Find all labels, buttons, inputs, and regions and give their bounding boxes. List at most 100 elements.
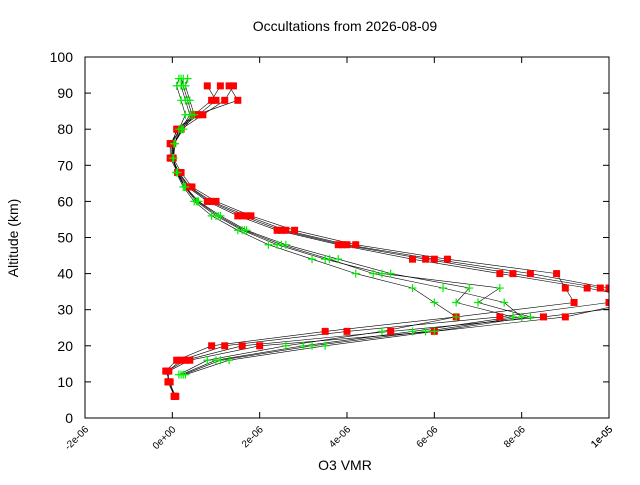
series-0-profile-1-point-10 (409, 255, 416, 263)
series-1-profile-3-point-4 (517, 312, 526, 321)
series-1-profile-0-point-6 (465, 284, 474, 293)
series-0-profile-3-point-22 (225, 82, 233, 90)
series-0-profile-1-point-22 (229, 82, 237, 90)
series-1-profile-3-point-11 (214, 211, 223, 220)
series-1-profile-0-point-7 (386, 269, 395, 278)
series-0-profile-2-point-14 (212, 197, 220, 205)
series-0-profile-0-point-5 (343, 327, 351, 335)
series-1-profile-1-point-5 (474, 298, 482, 307)
series-0-profile-0-point-22 (216, 82, 224, 90)
series-1-profile-3-point-10 (240, 226, 249, 235)
series-0-profile-2-point-21 (212, 96, 220, 104)
y-axis-label: Altitude (km) (5, 199, 21, 278)
series-1-profile-3-point-2 (308, 341, 317, 350)
series-0-profile-3-line (167, 85, 609, 397)
series-0-profile-0-point-7 (605, 298, 609, 306)
series-1-profile-1-point-2 (321, 341, 330, 350)
series-0-profile-1-point-3 (181, 356, 189, 364)
x-axis-label: O3 VMR (318, 457, 372, 473)
series-0-profile-3-point-0 (171, 392, 179, 400)
series-0-profile-1-point-13 (234, 212, 242, 220)
series-0-profile-1-point-8 (583, 284, 591, 292)
series-1-profile-1-point-4 (526, 312, 535, 321)
series-0-profile-2-point-22 (203, 82, 211, 90)
series-1-profile-3-point-14 (173, 168, 182, 177)
series-0-profile-2-point-4 (208, 342, 216, 350)
series-0-profile-3-point-11 (339, 241, 347, 249)
series-1-profile-1-point-7 (377, 269, 386, 278)
series-0-profile-1-point-12 (273, 226, 281, 234)
series-0-profile-0-point-13 (243, 212, 251, 220)
series-0-profile-2-point-8 (561, 284, 569, 292)
series-0-profile-2-point-9 (553, 270, 561, 278)
series-0-profile-3-point-9 (509, 270, 517, 278)
x-tick-label-3: 4e-06 (327, 424, 353, 450)
series-1-profile-2-point-1 (203, 356, 212, 365)
y-tick-label-5: 50 (57, 230, 73, 246)
x-tick-label-1: 0e+00 (151, 424, 179, 452)
series-0-profile-1-point-5 (387, 327, 395, 335)
series-1-profile-3-point-20 (179, 81, 188, 90)
series-0-profile-1-point-11 (334, 241, 342, 249)
series-0-profile-2-point-13 (247, 212, 255, 220)
series-0-profile-3-point-13 (238, 212, 246, 220)
series-0-profile-1-point-9 (496, 270, 504, 278)
series-0-profile-3-point-1 (164, 378, 172, 386)
x-tick-label-2: 2e-06 (240, 424, 266, 450)
series-1-profile-2-point-9 (264, 240, 273, 249)
x-tick-label-0: -2e-06 (63, 424, 92, 453)
series-0-profile-0-point-9 (526, 270, 534, 278)
series-0-profile-0-point-3 (177, 356, 185, 364)
series-0-profile-3-point-6 (561, 313, 569, 321)
chart-title: Occultations from 2026-08-09 (253, 18, 438, 34)
series-0-profile-2-point-12 (291, 226, 299, 234)
y-tick-label-0: 0 (65, 410, 73, 426)
series-0-profile-1-point-20 (199, 111, 207, 119)
y-tick-label-3: 30 (57, 302, 73, 318)
series-1-profile-3-point-7 (369, 269, 378, 278)
series-0-profile-3-point-4 (256, 342, 264, 350)
series-1-profile-2-point-2 (281, 341, 290, 350)
series-1-profile-2-point-7 (351, 269, 360, 278)
x-tick-label-7: 1e-05 (589, 424, 615, 450)
series-1-profile-3-point-12 (193, 197, 202, 206)
series-1-profile-0-line (172, 78, 513, 375)
y-tick-label-6: 60 (57, 193, 73, 209)
series-1-profile-0-point-2 (299, 341, 308, 350)
x-tick-label-4: 6e-06 (415, 424, 441, 450)
series-0-profile-3-point-14 (205, 197, 213, 205)
y-tick-label-10: 100 (50, 49, 74, 65)
series-0-profile-0-point-4 (221, 342, 229, 350)
series-0-profile-0-line (167, 85, 609, 397)
y-tick-label-9: 90 (57, 85, 73, 101)
series-0-profile-3-point-8 (596, 284, 604, 292)
y-tick-label-7: 70 (57, 157, 73, 173)
series-1-profile-3-point-19 (183, 96, 192, 105)
plot-clipped (162, 74, 609, 400)
y-tick-label-2: 20 (57, 338, 73, 354)
y-tick-label-1: 10 (57, 374, 73, 390)
series-1-profile-3-line (172, 78, 523, 375)
series-1-profile-3-point-0 (179, 370, 188, 379)
series-0-profile-1-point-21 (221, 96, 229, 104)
series-1-profile-3-point-16 (170, 139, 179, 148)
series-1-profile-3-point-21 (177, 74, 186, 83)
series-1-profile-0-point-8 (334, 255, 343, 264)
series-1-profile-0-point-4 (508, 312, 517, 321)
series-0-profile-2-point-11 (352, 241, 360, 249)
series-1-profile-2-point-8 (308, 255, 317, 264)
plot-frame (84, 56, 610, 419)
series-1-profile-1-point-6 (495, 284, 504, 293)
series-0-profile-2-point-5 (321, 327, 329, 335)
series-0-profile-3-point-2 (165, 367, 173, 375)
y-tick-label-8: 80 (57, 121, 73, 137)
series-1-profile-3-point-9 (277, 240, 286, 249)
x-tick-label-5: 8e-06 (502, 424, 528, 450)
series-1-profile-2-line (173, 78, 457, 375)
series-1-profile-3-point-18 (187, 110, 196, 119)
y-tick-label-4: 40 (57, 266, 73, 282)
series-1-profile-2-point-3 (377, 327, 386, 336)
series-0-profile-2-point-7 (570, 298, 578, 306)
